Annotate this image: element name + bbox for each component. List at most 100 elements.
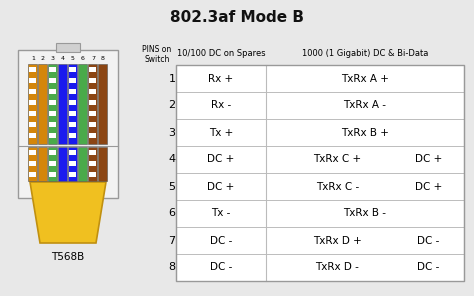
FancyBboxPatch shape <box>176 254 464 281</box>
FancyBboxPatch shape <box>69 64 78 144</box>
FancyBboxPatch shape <box>49 133 56 138</box>
FancyBboxPatch shape <box>90 161 97 166</box>
FancyBboxPatch shape <box>29 89 36 94</box>
FancyBboxPatch shape <box>38 147 47 181</box>
FancyBboxPatch shape <box>29 67 36 72</box>
Text: 8: 8 <box>168 263 175 273</box>
FancyBboxPatch shape <box>49 111 56 116</box>
Text: TxRx A +: TxRx A + <box>341 73 389 83</box>
FancyBboxPatch shape <box>90 89 97 94</box>
FancyBboxPatch shape <box>29 122 36 127</box>
FancyBboxPatch shape <box>90 150 97 155</box>
FancyBboxPatch shape <box>90 122 97 127</box>
Text: 2: 2 <box>41 57 45 62</box>
Text: TxRx A -: TxRx A - <box>344 101 386 110</box>
FancyBboxPatch shape <box>49 161 56 166</box>
FancyBboxPatch shape <box>176 173 464 200</box>
Text: 2: 2 <box>168 101 175 110</box>
FancyBboxPatch shape <box>29 100 36 105</box>
FancyBboxPatch shape <box>29 150 36 155</box>
Text: 3: 3 <box>168 128 175 138</box>
Text: 1000 (1 Gigabit) DC & Bi-Data: 1000 (1 Gigabit) DC & Bi-Data <box>302 49 428 57</box>
FancyBboxPatch shape <box>70 78 76 83</box>
FancyBboxPatch shape <box>49 100 56 105</box>
FancyBboxPatch shape <box>176 92 464 119</box>
FancyBboxPatch shape <box>29 133 36 138</box>
Text: TxRx B -: TxRx B - <box>344 208 386 218</box>
FancyBboxPatch shape <box>176 146 464 173</box>
FancyBboxPatch shape <box>48 64 57 144</box>
Text: DC +: DC + <box>207 181 235 192</box>
FancyBboxPatch shape <box>70 67 76 72</box>
Text: 6: 6 <box>81 57 85 62</box>
Text: DC +: DC + <box>415 181 442 192</box>
Text: DC +: DC + <box>415 155 442 165</box>
Text: 1: 1 <box>168 73 175 83</box>
FancyBboxPatch shape <box>49 67 56 72</box>
FancyBboxPatch shape <box>29 111 36 116</box>
FancyBboxPatch shape <box>29 78 36 83</box>
Text: DC -: DC - <box>210 236 232 245</box>
Text: 5: 5 <box>71 57 75 62</box>
FancyBboxPatch shape <box>48 147 57 181</box>
Text: 7: 7 <box>168 236 175 245</box>
FancyBboxPatch shape <box>90 67 97 72</box>
Text: DC -: DC - <box>417 236 439 245</box>
Text: Rx -: Rx - <box>211 101 231 110</box>
FancyBboxPatch shape <box>176 200 464 227</box>
FancyBboxPatch shape <box>49 172 56 177</box>
Text: Tx -: Tx - <box>211 208 231 218</box>
FancyBboxPatch shape <box>176 119 464 146</box>
FancyBboxPatch shape <box>176 65 464 92</box>
FancyBboxPatch shape <box>29 172 36 177</box>
Text: 1: 1 <box>31 57 35 62</box>
Text: TxRx D -: TxRx D - <box>315 263 359 273</box>
FancyBboxPatch shape <box>49 122 56 127</box>
Text: TxRx D +: TxRx D + <box>313 236 362 245</box>
FancyBboxPatch shape <box>49 89 56 94</box>
Text: TxRx C -: TxRx C - <box>316 181 359 192</box>
FancyBboxPatch shape <box>176 227 464 254</box>
Text: TxRx B +: TxRx B + <box>341 128 389 138</box>
FancyBboxPatch shape <box>70 100 76 105</box>
FancyBboxPatch shape <box>56 43 80 52</box>
Text: TxRx C +: TxRx C + <box>313 155 361 165</box>
Text: DC -: DC - <box>417 263 439 273</box>
FancyBboxPatch shape <box>58 147 67 181</box>
FancyBboxPatch shape <box>89 64 98 144</box>
FancyBboxPatch shape <box>90 111 97 116</box>
Text: 4: 4 <box>61 57 65 62</box>
Text: 10/100 DC on Spares: 10/100 DC on Spares <box>177 49 265 57</box>
FancyBboxPatch shape <box>89 147 98 181</box>
FancyBboxPatch shape <box>49 150 56 155</box>
FancyBboxPatch shape <box>70 122 76 127</box>
FancyBboxPatch shape <box>38 64 47 144</box>
FancyBboxPatch shape <box>70 89 76 94</box>
FancyBboxPatch shape <box>99 64 108 144</box>
Text: Tx +: Tx + <box>209 128 233 138</box>
Text: 4: 4 <box>168 155 175 165</box>
FancyBboxPatch shape <box>70 133 76 138</box>
Text: 3: 3 <box>51 57 55 62</box>
FancyBboxPatch shape <box>90 133 97 138</box>
FancyBboxPatch shape <box>69 147 78 181</box>
FancyBboxPatch shape <box>58 64 67 144</box>
Text: 7: 7 <box>91 57 95 62</box>
Text: 8: 8 <box>101 57 105 62</box>
Text: PINS on
Switch: PINS on Switch <box>142 45 172 65</box>
FancyBboxPatch shape <box>29 161 36 166</box>
FancyBboxPatch shape <box>28 64 37 144</box>
FancyBboxPatch shape <box>18 50 118 198</box>
Text: 5: 5 <box>168 181 175 192</box>
Text: T568B: T568B <box>51 252 85 262</box>
FancyBboxPatch shape <box>79 64 88 144</box>
FancyBboxPatch shape <box>70 111 76 116</box>
FancyBboxPatch shape <box>90 78 97 83</box>
Text: DC -: DC - <box>210 263 232 273</box>
Text: Rx +: Rx + <box>209 73 234 83</box>
FancyBboxPatch shape <box>99 147 108 181</box>
FancyBboxPatch shape <box>79 147 88 181</box>
Text: DC +: DC + <box>207 155 235 165</box>
FancyBboxPatch shape <box>28 147 37 181</box>
FancyBboxPatch shape <box>49 78 56 83</box>
